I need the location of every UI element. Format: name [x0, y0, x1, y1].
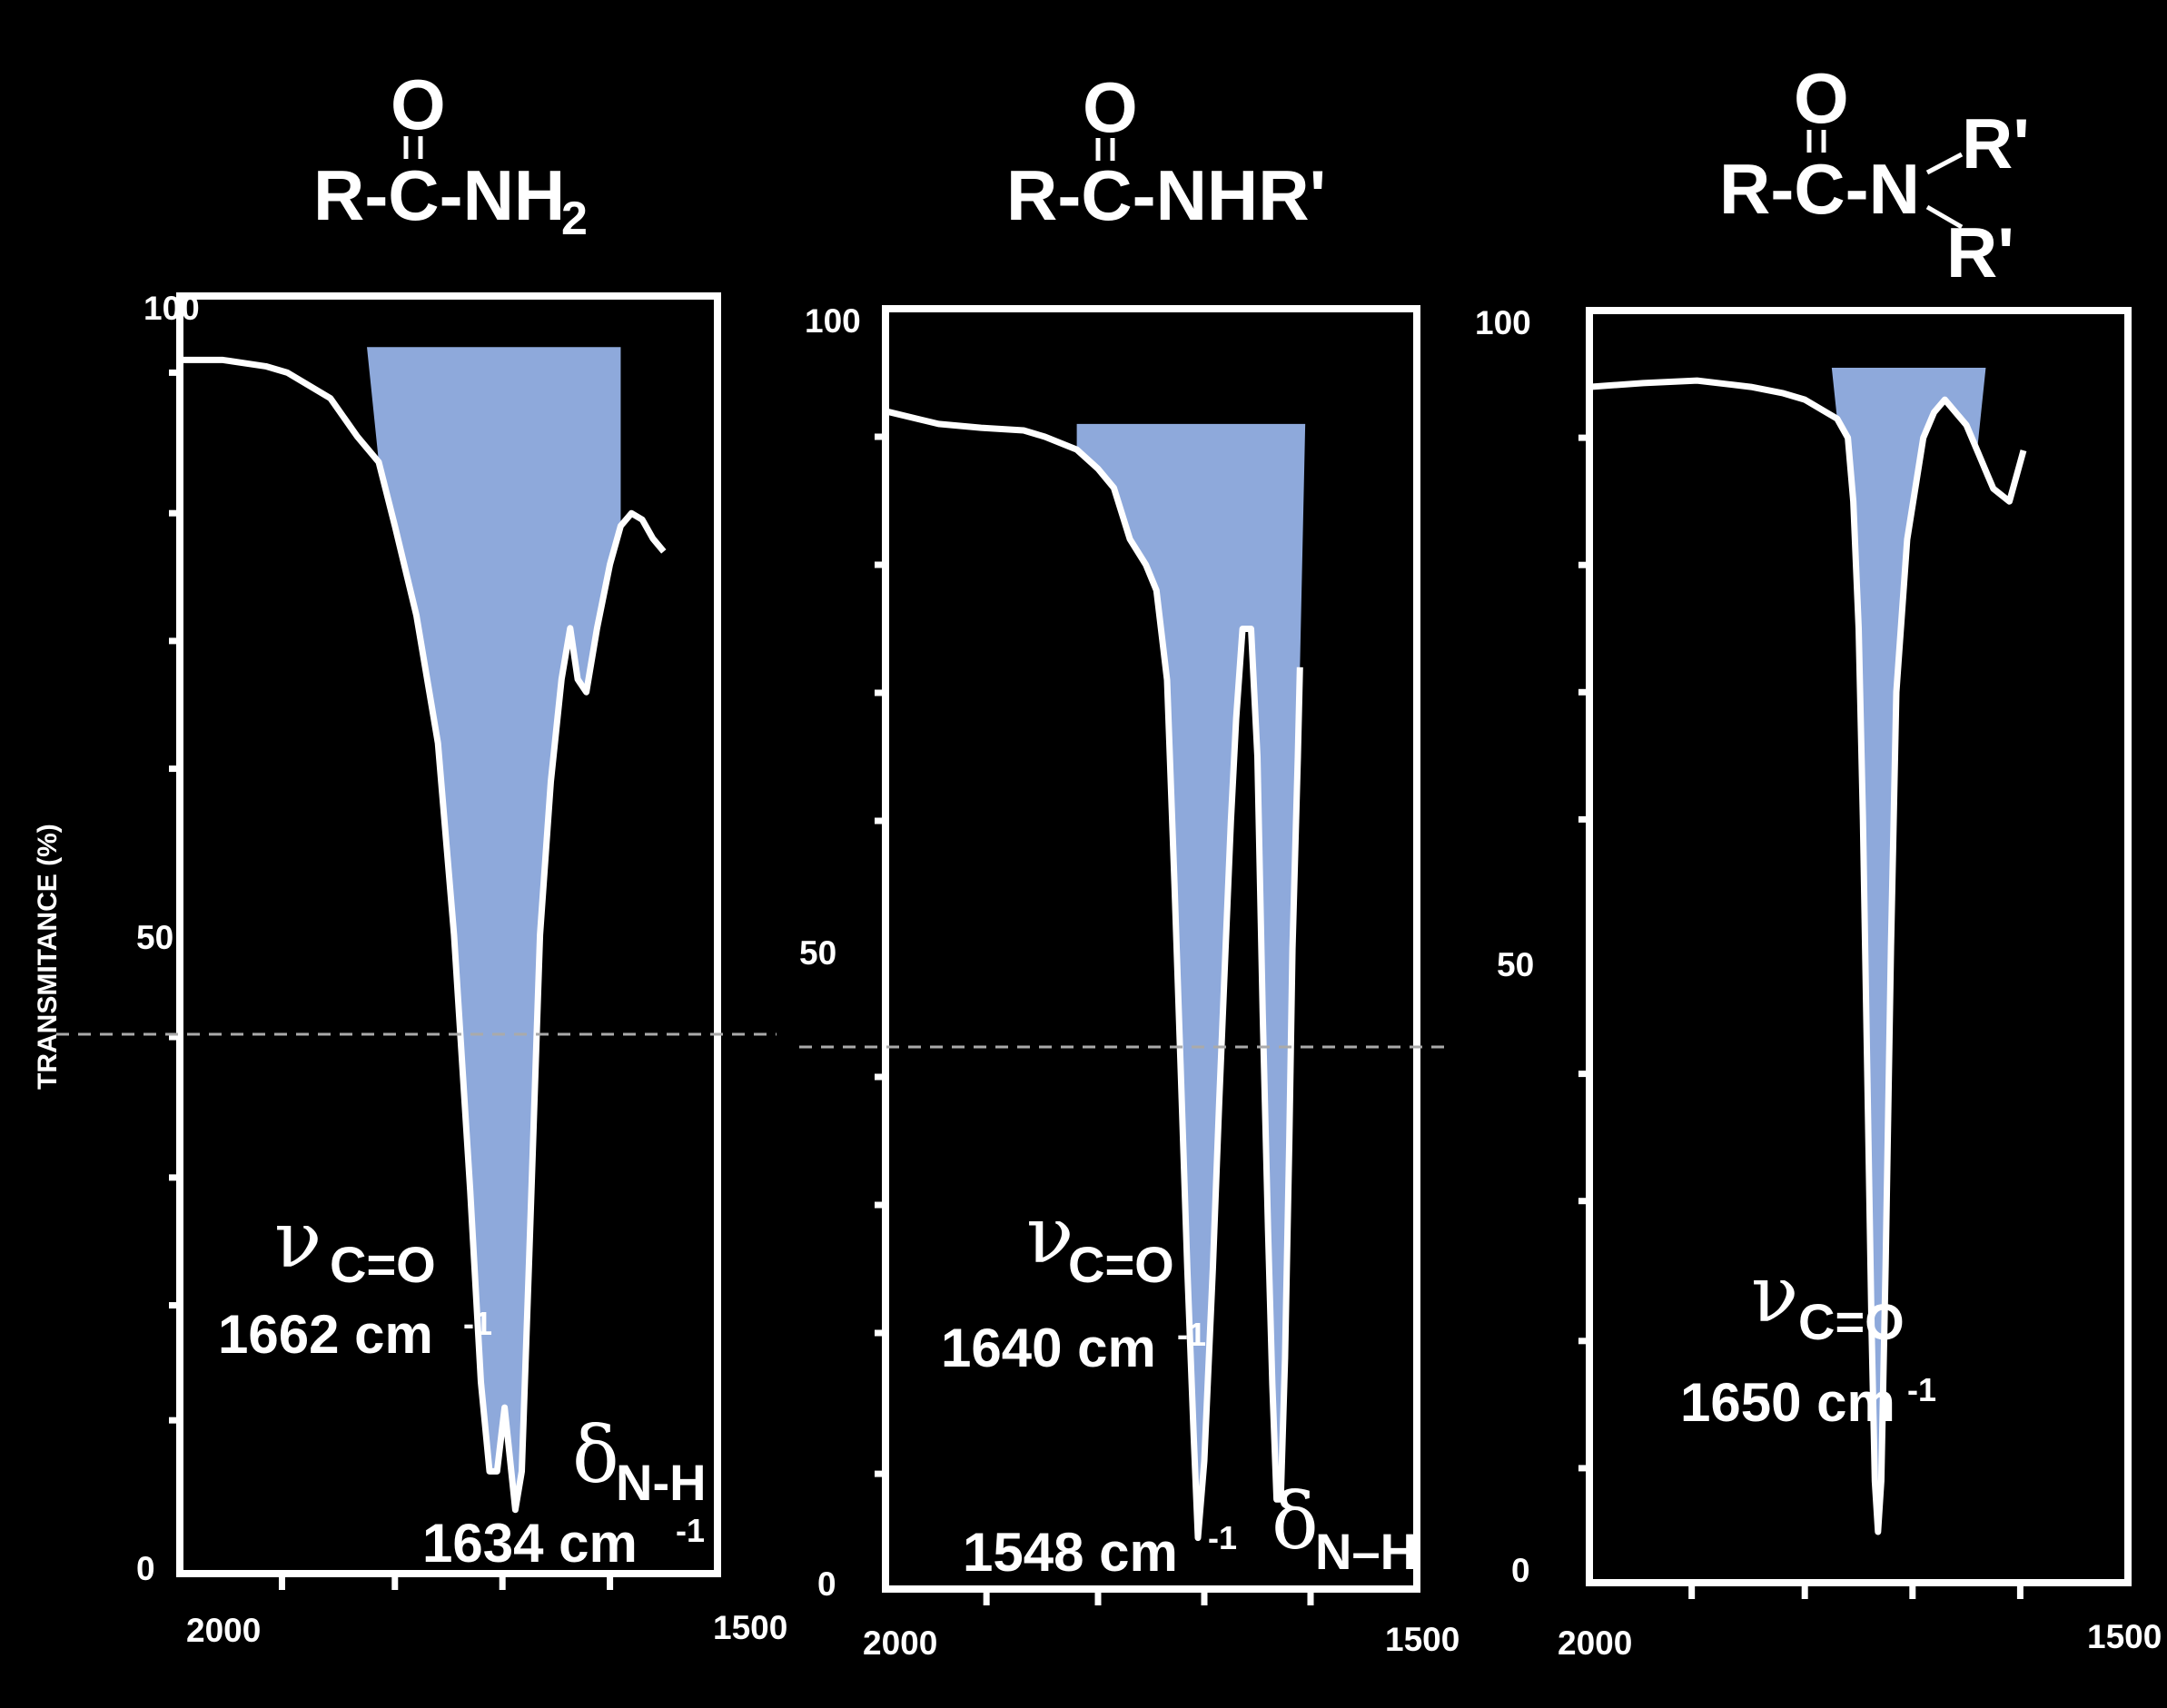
spectrum-trace	[180, 356, 667, 1514]
spectrum-panel-2: 100 50 0 2000 1500 νC=O 1640 cm -1 δN–H 1548 cm -1	[799, 302, 1460, 1662]
panel-2-formula: O R-C-NHR'	[1006, 67, 1326, 235]
annotation-wavenumber: 1634 cm	[422, 1513, 638, 1574]
annotation-wavenumber: 1662 cm	[218, 1304, 433, 1365]
y-tick-label: 100	[143, 290, 200, 327]
panel-1-formula: O R-C-NH 2	[313, 64, 588, 245]
y-tick-label: 100	[1475, 304, 1531, 341]
annotation-symbol: ν	[1026, 1190, 1074, 1281]
formula-main-3: R-C-N	[1719, 149, 1920, 229]
spectrum-panel-3: 100 50 0 2000 1500 ν C=O 1650 cm -1	[1475, 304, 2162, 1662]
substituent-r-upper: R'	[1962, 104, 2030, 183]
annotation-exponent: -1	[463, 1305, 492, 1342]
x-tick-label: 2000	[863, 1624, 937, 1662]
plot-frame	[1586, 307, 2132, 1586]
annotation-exponent: -1	[1907, 1371, 1936, 1408]
annotation-subscript: N-H	[616, 1454, 707, 1511]
y-tick-label: 50	[136, 919, 173, 956]
formula-main-1: R-C-NH	[313, 155, 565, 235]
y-tick-label: 0	[1511, 1552, 1530, 1589]
x-tick-label: 1500	[1385, 1621, 1460, 1658]
annotation-exponent: -1	[1177, 1316, 1206, 1353]
y-tick-label: 100	[805, 302, 861, 340]
x-tick-label: 1500	[713, 1609, 787, 1646]
formula-main-2: R-C-NHR'	[1006, 155, 1326, 235]
y-tick-label: 0	[136, 1550, 155, 1587]
plot-frame	[882, 305, 1420, 1593]
annotation-wavenumber: 1640 cm	[941, 1318, 1156, 1378]
absorption-band-fill	[367, 347, 621, 1510]
annotation-symbol: δ	[572, 1410, 619, 1501]
annotation-subscript: N–H	[1315, 1523, 1417, 1580]
annotation-symbol: δ	[1272, 1476, 1319, 1567]
spectrum-trace	[1588, 377, 2027, 1535]
y-tick-label: 0	[817, 1565, 836, 1603]
annotation-subscript: C=O	[330, 1236, 436, 1293]
annotation-wavenumber: 1548 cm	[963, 1522, 1178, 1583]
annotation-symbol: ν	[1751, 1249, 1798, 1340]
carbonyl-oxygen-1: O	[391, 64, 446, 144]
annotation-symbol: ν	[274, 1195, 322, 1286]
panel-3-formula: O R-C-N R' R'	[1719, 58, 2030, 292]
formula-sub-1: 2	[561, 193, 588, 245]
annotation-subscript: C=O	[1068, 1236, 1174, 1293]
plot-frame	[176, 292, 721, 1577]
x-tick-label: 2000	[186, 1612, 261, 1649]
bond-n-r-upper	[1925, 152, 1964, 175]
y-axis-title: TRANSMITANCE (%)	[33, 824, 63, 1090]
annotation-exponent: -1	[676, 1512, 705, 1549]
x-tick-label: 1500	[2087, 1618, 2162, 1655]
bond-n-r-lower	[1925, 204, 1964, 230]
absorption-band-fill	[1076, 423, 1306, 1538]
carbonyl-oxygen-3: O	[1794, 58, 1849, 138]
annotation-subscript: C=O	[1798, 1293, 1905, 1350]
annotation-wavenumber: 1650 cm	[1680, 1372, 1895, 1433]
annotation-exponent: -1	[1208, 1519, 1237, 1556]
substituent-r-lower: R'	[1946, 212, 2014, 292]
carbonyl-oxygen-2: O	[1083, 67, 1138, 147]
spectrum-trace	[885, 408, 1303, 1542]
x-tick-label: 2000	[1558, 1624, 1632, 1662]
y-tick-label: 50	[799, 934, 836, 972]
y-tick-label: 50	[1497, 946, 1534, 983]
